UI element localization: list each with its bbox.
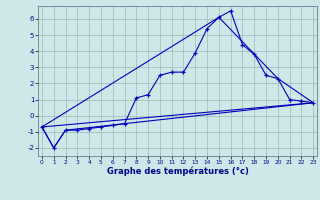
X-axis label: Graphe des températures (°c): Graphe des températures (°c): [107, 167, 249, 176]
